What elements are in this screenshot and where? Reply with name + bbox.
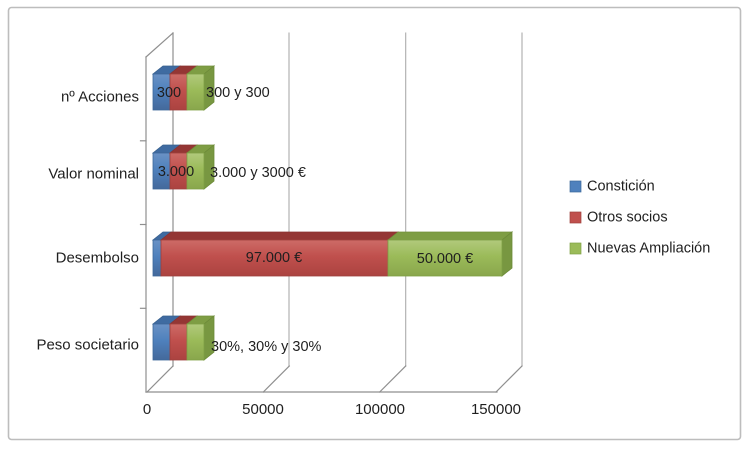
- bar-peso-consticion[interactable]: [152, 323, 171, 361]
- bar-desembolso-nuevas-side[interactable]: [501, 231, 513, 277]
- legend-label-otros-socios: Otros socios: [587, 210, 668, 226]
- bar-desembolso-otros-top[interactable]: [159, 231, 400, 241]
- data-labels: 300 300 y 300 3.000 3.000 y 3000 € 97.00…: [157, 85, 473, 355]
- data-label-desembolso-otros: 97.000 €: [246, 250, 302, 266]
- category-label-acciones: nº Acciones: [61, 89, 139, 106]
- depth-tick-0: [146, 365, 174, 393]
- bar-row-desembolso[interactable]: [151, 231, 514, 277]
- category-label-peso-societario: Peso societario: [36, 337, 139, 354]
- data-label-desembolso-nuevas: 50.000 €: [417, 251, 473, 267]
- legend-swatch-otros-socios: [569, 211, 582, 224]
- bar-row-acciones[interactable]: [151, 65, 216, 111]
- x-axis-labels: 0 50000 100000 150000: [143, 401, 521, 418]
- category-axis-labels: nº Acciones Valor nominal Desembolso Pes…: [36, 89, 139, 354]
- x-tick-50000: 50000: [242, 401, 284, 418]
- data-label-valor-outside: 3.000 y 3000 €: [210, 165, 306, 181]
- bar-desembolso-nuevas-top[interactable]: [386, 231, 514, 241]
- depth-tick-100000: [378, 365, 407, 393]
- x-tick-0: 0: [143, 401, 151, 418]
- category-label-valor-nominal: Valor nominal: [48, 166, 139, 183]
- legend-swatch-nuevas-ampliacion: [569, 242, 582, 255]
- data-label-acciones-outside: 300 y 300: [206, 85, 270, 101]
- x-tick-100000: 100000: [355, 401, 405, 418]
- x-tick-150000: 150000: [471, 401, 521, 418]
- legend-label-consticion: Constición: [587, 179, 655, 195]
- bar-desembolso-consticion[interactable]: [152, 239, 162, 277]
- bar-peso-otros[interactable]: [169, 323, 188, 361]
- data-label-valor-inside: 3.000: [158, 164, 194, 180]
- legend[interactable]: Constición Otros socios Nuevas Ampliació…: [569, 179, 710, 257]
- bar-peso-nuevas[interactable]: [186, 323, 205, 361]
- depth-tick-50000: [262, 365, 291, 393]
- data-label-acciones-inside: 300: [157, 85, 181, 101]
- top-depth-edge: [145, 32, 174, 58]
- bar-desembolso-nuevas[interactable]: [387, 239, 503, 277]
- legend-label-nuevas-ampliacion: Nuevas Ampliación: [587, 241, 710, 257]
- gridlines: [288, 32, 523, 367]
- legend-item-consticion[interactable]: Constición: [569, 179, 655, 195]
- legend-item-otros-socios[interactable]: Otros socios: [569, 210, 668, 226]
- category-label-desembolso: Desembolso: [56, 250, 139, 267]
- data-label-peso-outside: 30%, 30% y 30%: [211, 339, 322, 355]
- bar-row-valor-nominal[interactable]: [151, 144, 216, 190]
- depth-tick-150000: [495, 365, 523, 393]
- bar-valor-nuevas[interactable]: [186, 152, 205, 190]
- legend-swatch-consticion: [569, 180, 582, 193]
- bar-desembolso-otros[interactable]: [160, 239, 389, 277]
- legend-item-nuevas-ampliacion[interactable]: Nuevas Ampliación: [569, 241, 710, 257]
- bar-acciones-nuevas[interactable]: [186, 73, 205, 111]
- bar-row-peso-societario[interactable]: [151, 315, 216, 361]
